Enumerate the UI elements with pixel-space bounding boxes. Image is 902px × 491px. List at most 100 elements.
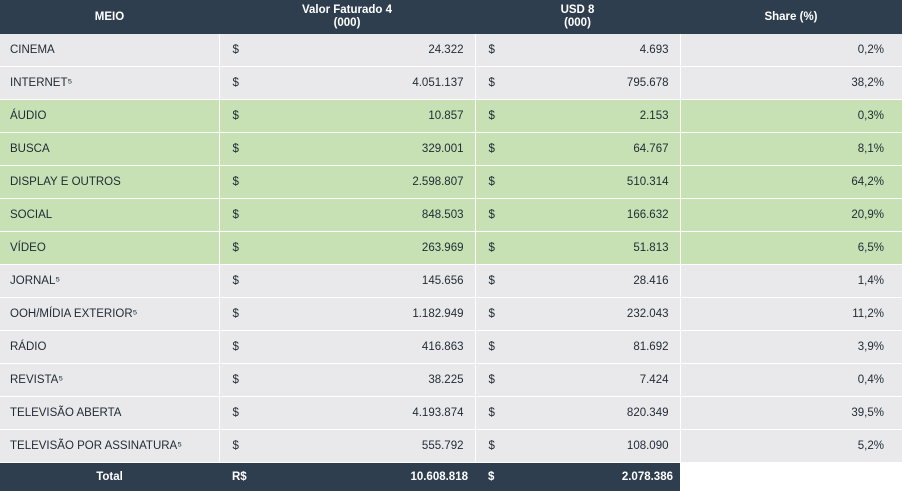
valor-amount: 1.182.949 xyxy=(412,308,463,320)
usd-amount: 28.416 xyxy=(633,275,668,287)
usd-currency: $ xyxy=(489,341,495,353)
valor-cell: $329.001 xyxy=(219,133,475,166)
usd-currency: $ xyxy=(489,440,495,452)
usd-currency: $ xyxy=(489,407,495,419)
total-usd-cell: $ 2.078.386 xyxy=(475,463,680,491)
total-valor-amount: 10.608.818 xyxy=(410,471,468,483)
valor-currency: $ xyxy=(233,143,239,155)
valor-amount: 416.863 xyxy=(422,341,464,353)
valor-cell: $555.792 xyxy=(219,430,475,463)
row-label: INTERNET⁵ xyxy=(0,67,219,100)
header-share: Share (%) xyxy=(680,0,902,34)
table-row: TELEVISÃO POR ASSINATURA⁵$555.792$108.09… xyxy=(0,430,902,463)
valor-currency: $ xyxy=(233,374,239,386)
valor-amount: 4.193.874 xyxy=(412,407,463,419)
share-cell: 64,2% xyxy=(680,166,902,199)
header-valor-line2: (000) xyxy=(219,17,475,30)
valor-cell: $38.225 xyxy=(219,364,475,397)
valor-cell: $1.182.949 xyxy=(219,298,475,331)
share-cell: 1,4% xyxy=(680,265,902,298)
total-row: Total R$ 10.608.818 $ 2.078.386 xyxy=(0,463,902,491)
valor-currency: $ xyxy=(233,440,239,452)
usd-cell: $2.153 xyxy=(475,100,680,133)
share-cell: 11,2% xyxy=(680,298,902,331)
header-usd-line2: (000) xyxy=(475,17,680,30)
table-row: RÁDIO $416.863 $81.692 3,9% xyxy=(0,331,902,364)
usd-currency: $ xyxy=(489,242,495,254)
usd-cell: $510.314 xyxy=(475,166,680,199)
row-label: TELEVISÃO POR ASSINATURA⁵ xyxy=(0,430,219,463)
usd-currency: $ xyxy=(489,143,495,155)
share-cell: 5,2% xyxy=(680,430,902,463)
header-valor: Valor Faturado 4 (000) xyxy=(219,0,475,34)
valor-currency: $ xyxy=(233,407,239,419)
total-valor-cell: R$ 10.608.818 xyxy=(219,463,475,491)
valor-cell: $10.857 xyxy=(219,100,475,133)
share-cell: 0,4% xyxy=(680,364,902,397)
row-label: OOH/MÍDIA EXTERIOR⁵ xyxy=(0,298,219,331)
share-cell: 8,1% xyxy=(680,133,902,166)
usd-cell: $51.813 xyxy=(475,232,680,265)
usd-currency: $ xyxy=(489,275,495,287)
usd-amount: 81.692 xyxy=(633,341,668,353)
valor-currency: $ xyxy=(233,308,239,320)
usd-currency: $ xyxy=(489,308,495,320)
row-label: DISPLAY E OUTROS xyxy=(0,166,219,199)
usd-amount: 64.767 xyxy=(633,143,668,155)
total-valor-currency: R$ xyxy=(232,471,247,483)
valor-amount: 4.051.137 xyxy=(412,77,463,89)
total-share-blank xyxy=(680,463,902,491)
share-cell: 39,5% xyxy=(680,397,902,430)
usd-currency: $ xyxy=(489,44,495,56)
valor-currency: $ xyxy=(233,275,239,287)
usd-amount: 232.043 xyxy=(627,308,669,320)
usd-currency: $ xyxy=(489,374,495,386)
header-meio: MEIO xyxy=(0,0,219,34)
header-usd: USD 8 (000) xyxy=(475,0,680,34)
row-label: REVISTA⁵ xyxy=(0,364,219,397)
valor-amount: 38.225 xyxy=(428,374,463,386)
row-label: RÁDIO xyxy=(0,331,219,364)
valor-currency: $ xyxy=(233,341,239,353)
usd-amount: 7.424 xyxy=(640,374,669,386)
share-cell: 3,9% xyxy=(680,331,902,364)
valor-amount: 329.001 xyxy=(422,143,464,155)
valor-currency: $ xyxy=(233,77,239,89)
valor-currency: $ xyxy=(233,110,239,122)
usd-amount: 820.349 xyxy=(627,407,669,419)
total-usd-amount: 2.078.386 xyxy=(622,471,673,483)
valor-amount: 848.503 xyxy=(422,209,464,221)
valor-cell: $263.969 xyxy=(219,232,475,265)
usd-amount: 510.314 xyxy=(627,176,669,188)
valor-amount: 2.598.807 xyxy=(412,176,463,188)
valor-amount: 263.969 xyxy=(422,242,464,254)
usd-cell: $64.767 xyxy=(475,133,680,166)
row-label: ÁUDIO xyxy=(0,100,219,133)
share-cell: 0,2% xyxy=(680,34,902,67)
usd-cell: $232.043 xyxy=(475,298,680,331)
usd-amount: 166.632 xyxy=(627,209,669,221)
usd-amount: 795.678 xyxy=(627,77,669,89)
share-cell: 6,5% xyxy=(680,232,902,265)
valor-currency: $ xyxy=(233,176,239,188)
header-valor-line1: Valor Faturado 4 xyxy=(219,4,475,17)
row-label: CINEMA xyxy=(0,34,219,67)
valor-cell: $24.322 xyxy=(219,34,475,67)
valor-cell: $145.656 xyxy=(219,265,475,298)
usd-currency: $ xyxy=(489,110,495,122)
usd-amount: 51.813 xyxy=(633,242,668,254)
row-label: SOCIAL xyxy=(0,199,219,232)
